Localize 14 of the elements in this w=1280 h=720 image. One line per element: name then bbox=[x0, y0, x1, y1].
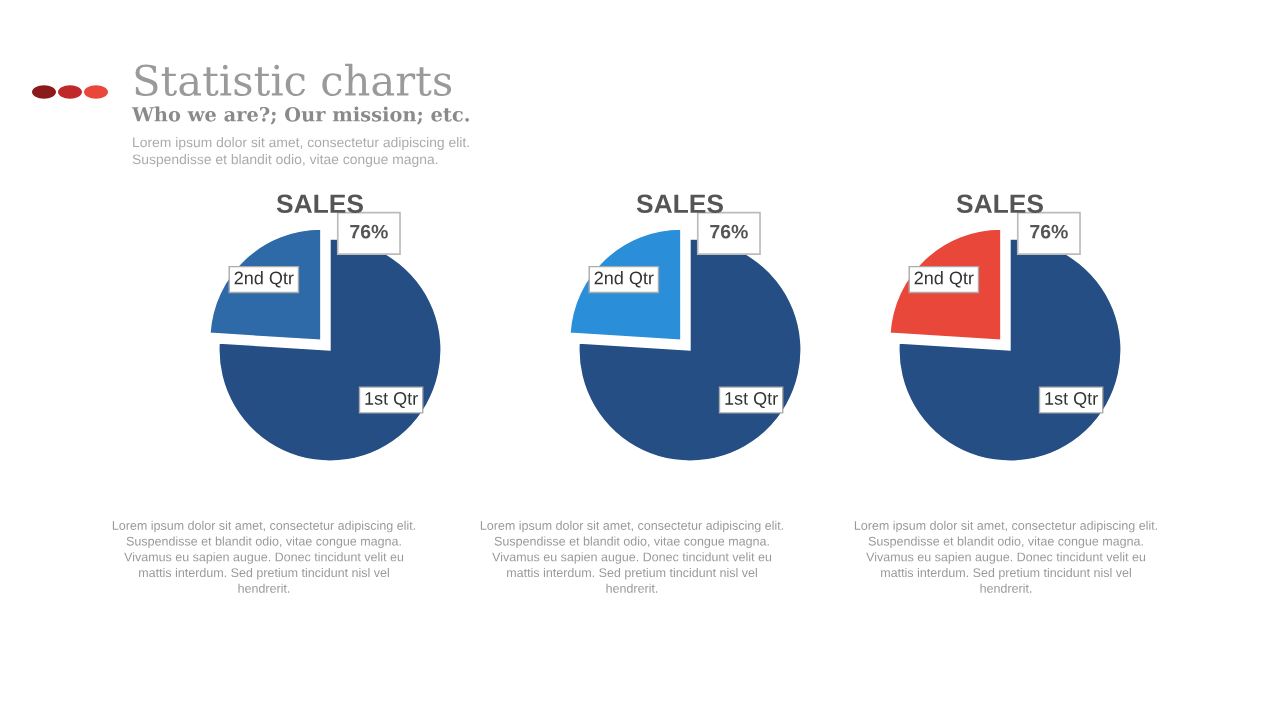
slice-label: 1st Qtr bbox=[1045, 392, 1098, 409]
slice-label: 2nd Qtr bbox=[234, 271, 294, 288]
slice-label: 1st Qtr bbox=[725, 392, 778, 409]
text: Who we are?; Our mission; etc. bbox=[131, 106, 469, 125]
data-label: 76% bbox=[710, 224, 748, 239]
slice-label: 1st Qtr bbox=[365, 392, 418, 409]
slice-label: 2nd Qtr bbox=[914, 271, 974, 288]
data-label: 76% bbox=[1030, 224, 1068, 239]
chart-title: SALES bbox=[956, 194, 1043, 214]
chart-title: SALES bbox=[636, 194, 723, 214]
data-label: 76% bbox=[350, 224, 388, 239]
chart-title: SALES bbox=[276, 194, 363, 214]
slice-label: 2nd Qtr bbox=[594, 271, 654, 288]
text: Statistic charts bbox=[135, 63, 452, 97]
